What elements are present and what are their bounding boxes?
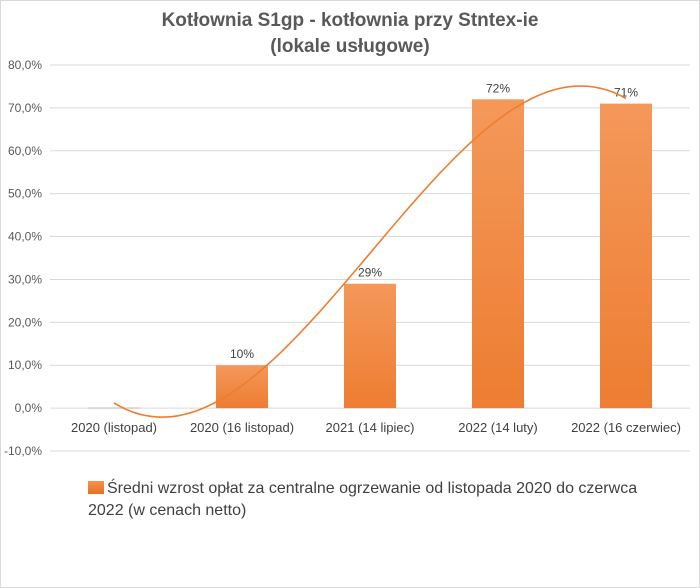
y-tick-label: 60,0% [8,144,42,158]
data-label: 10% [230,347,254,361]
y-tick-label: 0,0% [15,401,43,415]
trendline [113,85,627,418]
x-tick-label: 2021 (14 lipiec) [326,420,415,435]
bar [472,99,524,409]
chart-title: Kotłownia S1gp - kotłownia przy Stntex-i… [0,8,700,60]
legend: Średni wzrost opłat za centralne ogrzewa… [88,478,668,522]
x-tick-label: 2022 (16 czerwiec) [571,420,681,435]
data-label: 72% [486,81,510,95]
legend-swatch [88,481,104,494]
x-tick-label: 2020 (listopad) [71,420,157,435]
x-tick-label: 2020 (16 listopad) [190,420,294,435]
y-axis-tick-labels: -10,0% 0,0% 10,0% 20,0% 30,0% 40,0% 50,0% 60,0%… [4,58,42,458]
y-tick-label: 10,0% [8,358,42,372]
data-label: 29% [358,266,382,280]
y-tick-label: 70,0% [8,101,42,115]
chart-title-line-2: (lokale usługowe) [270,36,430,57]
x-axis-tick-labels: 2020 (listopad) 2020 (16 listopad) 2021 (1… [71,420,681,435]
y-tick-label: 80,0% [8,58,42,72]
y-tick-label: -10,0% [4,444,42,458]
y-tick-label: 20,0% [8,315,42,329]
bar [600,103,652,409]
trendline-path [113,85,627,418]
y-tick-label: 50,0% [8,187,42,201]
legend-label: Średni wzrost opłat za centralne ogrzewa… [88,480,638,519]
bars [88,99,652,410]
data-label: 71% [614,86,638,100]
y-tick-label: 30,0% [8,272,42,286]
chart-title-line-1: Kotłownia S1gp - kotłownia przy Stntex-i… [161,10,539,31]
bar [88,407,140,410]
y-tick-label: 40,0% [8,230,42,244]
x-tick-label: 2022 (14 luty) [458,420,538,435]
bar [344,283,396,409]
data-labels: 10% 29% 72% 71% [230,81,638,361]
